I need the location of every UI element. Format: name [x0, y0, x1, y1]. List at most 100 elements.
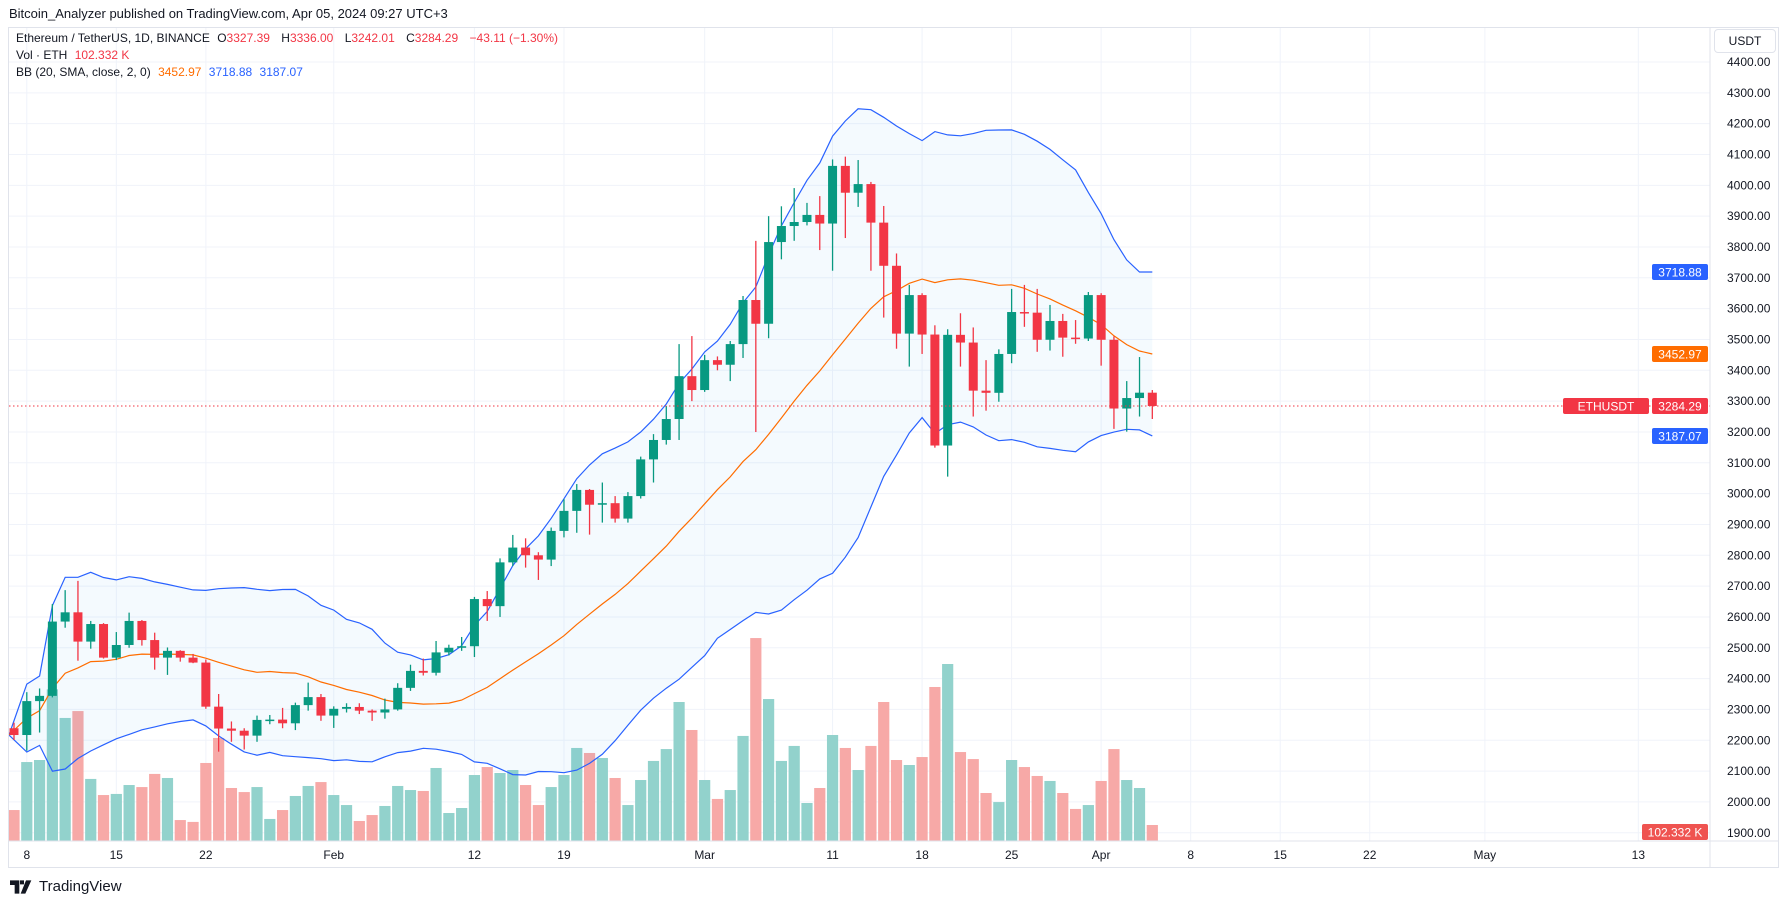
- volume-bar: [225, 787, 238, 841]
- candle: [175, 650, 185, 662]
- candle: [546, 527, 556, 567]
- price-tick-label: 2800.00: [1727, 548, 1771, 562]
- candle-body: [1071, 337, 1081, 340]
- candle-body: [674, 376, 684, 420]
- candle: [1058, 313, 1068, 357]
- candle: [60, 590, 70, 628]
- candle-body: [1096, 295, 1106, 340]
- candle-body: [99, 624, 109, 658]
- open-value: 3327.39: [226, 31, 270, 45]
- volume-bar: [890, 760, 903, 841]
- volume-bar: [174, 820, 186, 841]
- volume-bar: [1108, 749, 1120, 841]
- low-label: L: [344, 31, 352, 45]
- candle-body: [1147, 392, 1157, 406]
- volume-bar: [392, 785, 404, 841]
- symbol-title[interactable]: Ethereum / TetherUS, 1D, BINANCE: [16, 31, 210, 45]
- volume-bar: [596, 757, 608, 841]
- candle: [725, 341, 735, 382]
- bb-lower-value: 3187.07: [259, 65, 303, 79]
- candle: [47, 603, 57, 698]
- symbol-tag: ETHUSDT: [1578, 399, 1635, 413]
- candle-body: [252, 719, 262, 736]
- volume-bar: [366, 815, 378, 841]
- candle-body: [162, 650, 172, 658]
- candle: [751, 240, 761, 432]
- candle: [367, 709, 377, 721]
- candle-body: [700, 360, 710, 391]
- price-tick-label: 3700.00: [1727, 271, 1771, 285]
- symbol-tag-bg: [1563, 397, 1649, 414]
- candle: [1083, 291, 1093, 342]
- candle: [764, 216, 774, 339]
- candle-body: [1122, 398, 1132, 409]
- high-value: 3336.00: [289, 31, 334, 45]
- candle: [892, 253, 902, 349]
- volume-bar: [929, 686, 941, 841]
- time-tick-label: 22: [1363, 848, 1377, 862]
- candle: [329, 706, 339, 728]
- candle-body: [431, 652, 441, 673]
- volume-bar: [839, 747, 851, 841]
- candle-body: [469, 599, 479, 647]
- time-tick-label: Feb: [323, 848, 344, 862]
- candle-body: [1032, 312, 1042, 340]
- tradingview-logo[interactable]: TradingView: [10, 878, 122, 895]
- volume-bar: [417, 790, 429, 841]
- candle: [981, 360, 991, 411]
- candle: [623, 492, 633, 523]
- candle-body: [1083, 295, 1093, 339]
- volume-bar: [149, 773, 161, 841]
- price-tick-label: 3000.00: [1727, 487, 1771, 501]
- volume-bar: [1057, 792, 1069, 841]
- price-tick-label: 3800.00: [1727, 240, 1771, 254]
- price-tick-label: 3200.00: [1727, 425, 1771, 439]
- currency-button[interactable]: USDT: [1714, 29, 1776, 53]
- volume-bar: [315, 782, 327, 841]
- candle-body: [393, 687, 403, 710]
- volume-bar: [494, 772, 506, 841]
- candle-body: [994, 353, 1004, 393]
- candle: [9, 722, 19, 740]
- candle: [917, 293, 927, 354]
- candle: [687, 336, 697, 402]
- candle-body: [47, 621, 57, 696]
- candle-body: [840, 165, 850, 193]
- candle: [188, 653, 198, 664]
- candle-body: [1007, 312, 1017, 354]
- bb-fill: [9, 108, 1153, 776]
- candle-body: [188, 657, 198, 663]
- candle: [1071, 320, 1081, 344]
- volume-bar: [21, 762, 33, 841]
- candle: [1019, 284, 1029, 327]
- volume-bar: [430, 767, 442, 841]
- price-tick-label: 4000.00: [1727, 178, 1771, 192]
- volume-bar: [750, 638, 762, 841]
- candle: [124, 612, 134, 648]
- open-label: O: [217, 31, 227, 45]
- volume-bar: [1082, 805, 1094, 841]
- candle-body: [610, 503, 620, 519]
- volume-bar: [903, 765, 915, 841]
- candle: [418, 658, 428, 676]
- candle: [930, 325, 940, 448]
- volume-bar: [404, 790, 417, 841]
- candle-body: [751, 300, 761, 324]
- volume-label[interactable]: Vol · ETH: [16, 48, 68, 62]
- volume-bar: [801, 803, 813, 841]
- candle-body: [265, 719, 275, 722]
- candle: [559, 499, 569, 538]
- volume-bar: [865, 745, 877, 841]
- legend-bb: BB (20, SMA, close, 2, 0) 3452.97 3718.8…: [16, 65, 307, 79]
- candle: [968, 327, 978, 417]
- candle-body: [930, 334, 940, 446]
- time-tick-label: May: [1474, 848, 1497, 862]
- price-tick-label: 2600.00: [1727, 610, 1771, 624]
- volume-bar: [967, 759, 979, 841]
- candle: [802, 202, 812, 226]
- volume-bar: [686, 729, 698, 841]
- volume-bar: [993, 802, 1005, 841]
- bb-label[interactable]: BB (20, SMA, close, 2, 0): [16, 65, 151, 79]
- ohlc-high: H3336.00: [281, 31, 337, 45]
